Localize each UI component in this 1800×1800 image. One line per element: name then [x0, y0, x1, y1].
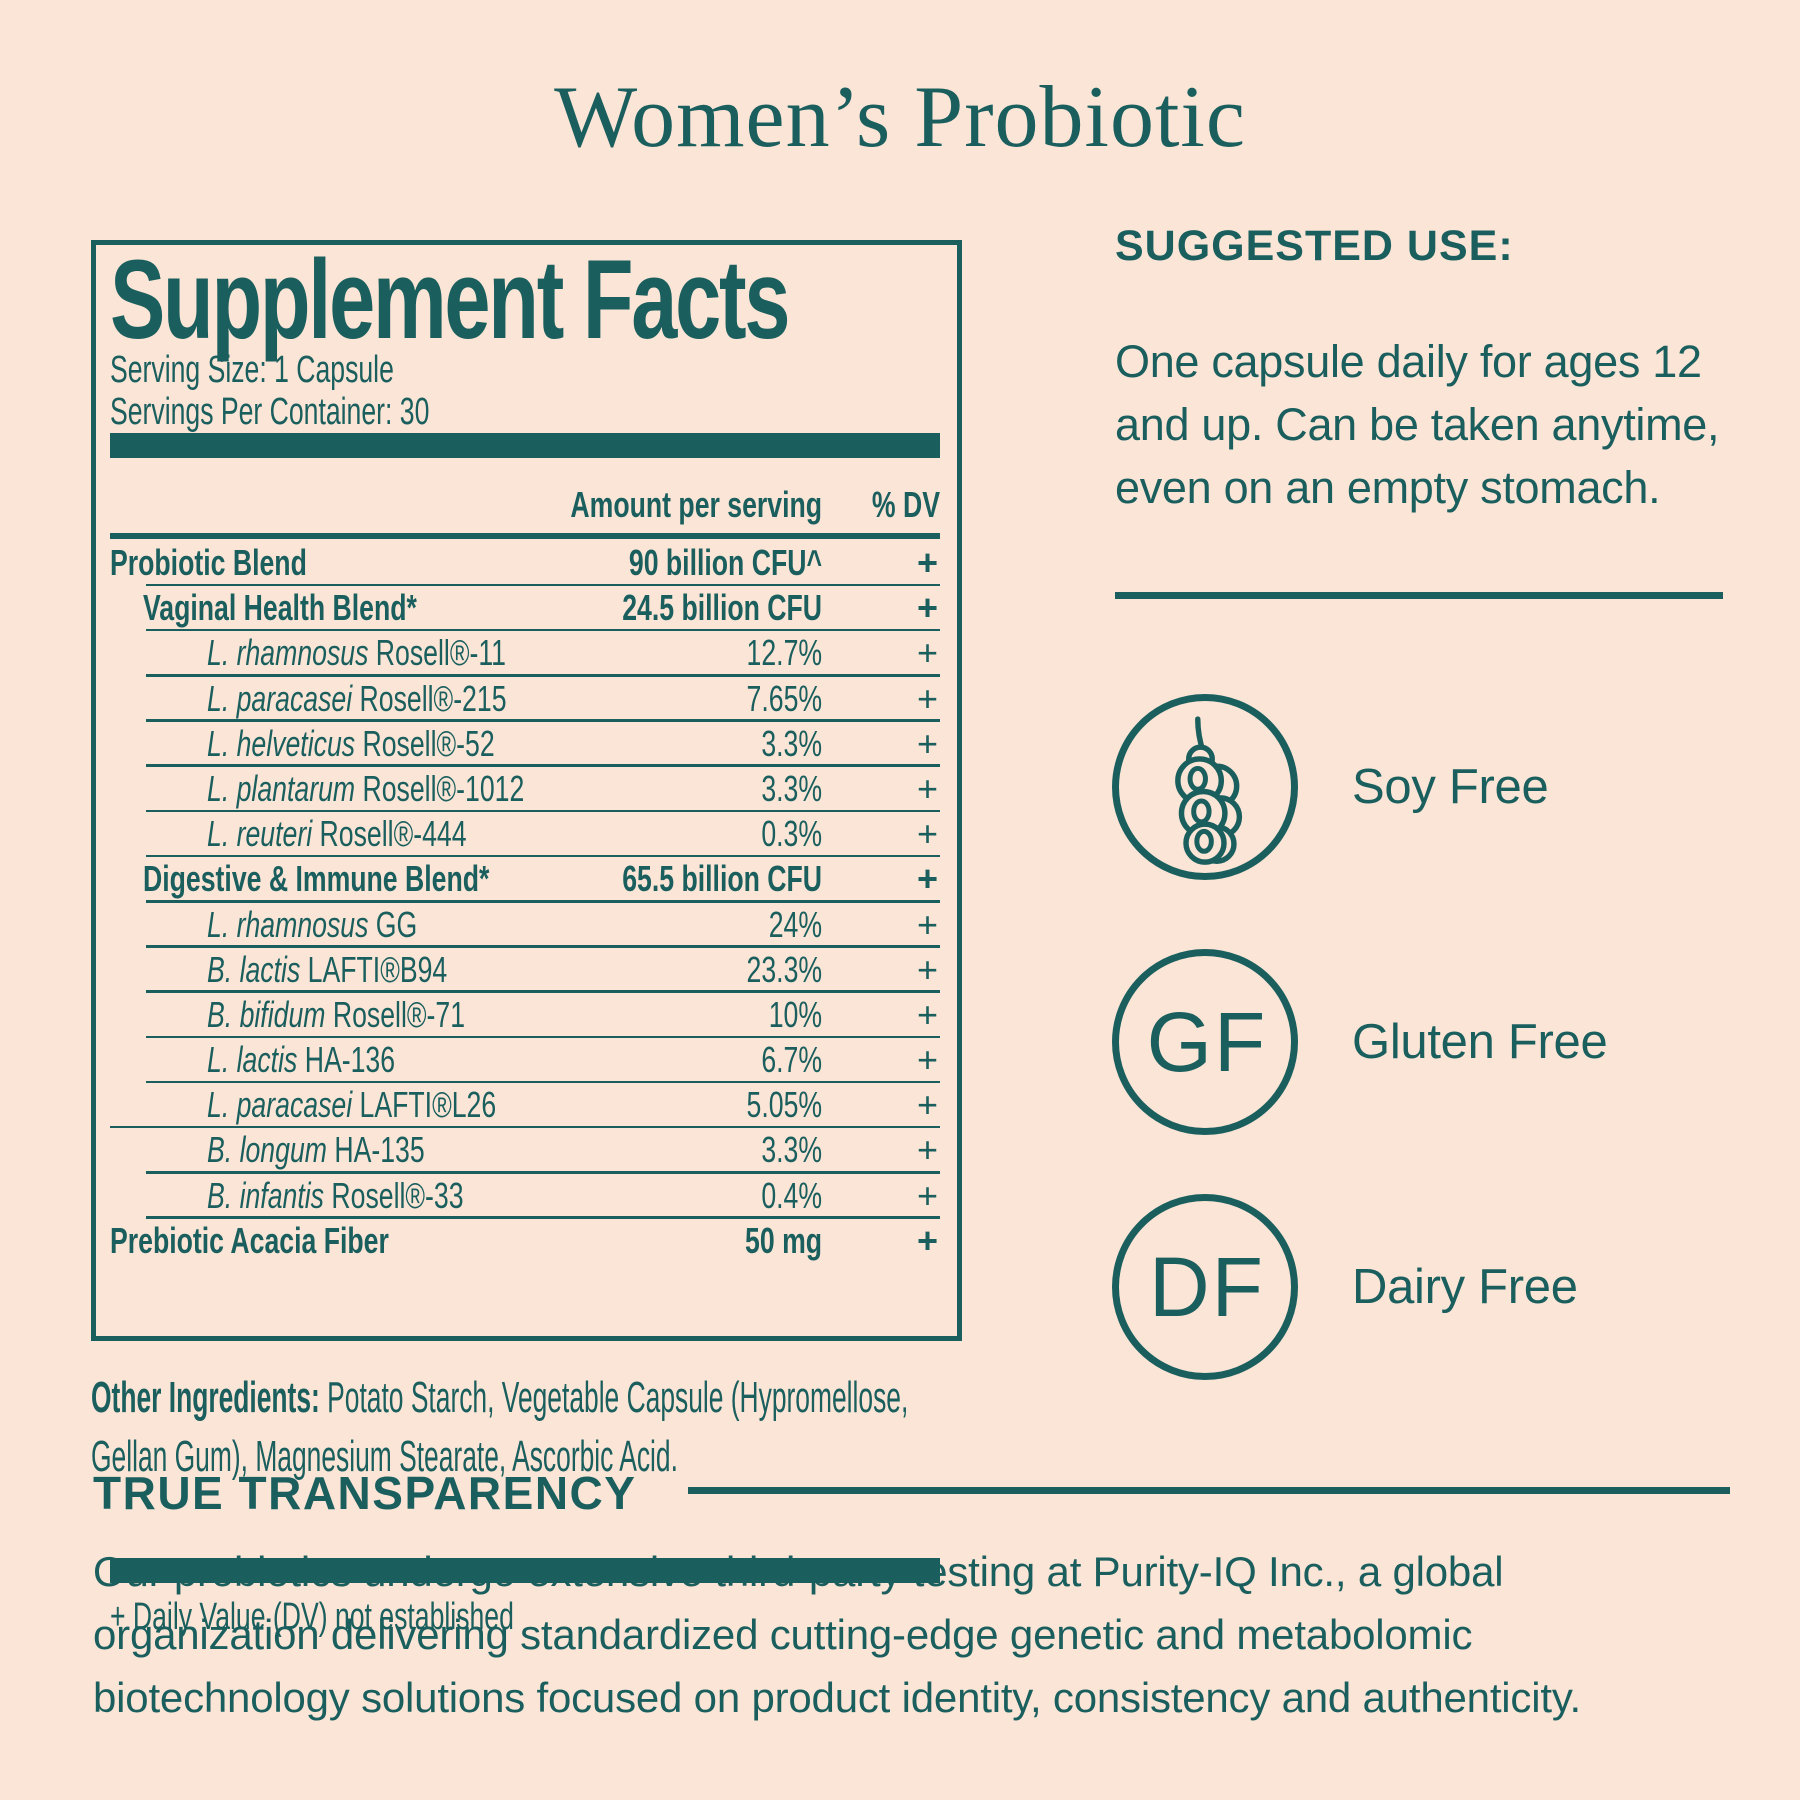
section-divider	[1115, 592, 1723, 599]
daily-value: +	[916, 587, 938, 629]
table-row: L. helveticus Rosell®-52 3.3% +	[110, 721, 940, 768]
ingredient-name: L. helveticus Rosell®-52	[207, 722, 495, 764]
amount-per-serving: 3.3%	[761, 767, 822, 809]
daily-value: +	[916, 542, 938, 583]
panel-title: Supplement Facts	[110, 237, 791, 362]
facts-rows: Probiotic Blend 90 billion CFU^ + Vaginal H…	[110, 540, 940, 1263]
other-ingredients: Other Ingredients: Potato Starch, Vegeta…	[91, 1368, 908, 1486]
ingredient-name: L. lactis HA-136	[207, 1039, 396, 1081]
column-header-amount: Amount per serving	[570, 484, 822, 525]
table-row: L. rhamnosus Rosell®-11 12.7% +	[110, 630, 940, 677]
daily-value: +	[916, 858, 938, 900]
ingredient-name: Probiotic Blend	[110, 542, 307, 583]
table-header: Amount per serving % DV	[110, 485, 940, 525]
daily-value: +	[916, 903, 938, 945]
other-ingredients-label: Other Ingredients:	[91, 1373, 320, 1422]
table-row: Vaginal Health Blend* 24.5 billion CFU +	[110, 585, 940, 632]
amount-per-serving: 5.05%	[746, 1084, 822, 1126]
daily-value: +	[916, 1129, 938, 1171]
transparency-divider	[688, 1487, 1730, 1494]
badge-label: Soy Free	[1352, 760, 1549, 814]
ingredient-name: L. rhamnosus GG	[207, 903, 418, 945]
table-row: L. plantarum Rosell®-1012 3.3% +	[110, 766, 940, 813]
amount-per-serving: 65.5 billion CFU	[622, 858, 822, 900]
amount-per-serving: 90 billion CFU^	[628, 542, 822, 583]
transparency-heading: TRUE TRANSPARENCY	[93, 1467, 637, 1519]
daily-value: +	[916, 948, 938, 990]
ingredient-name: B. bifidum Rosell®-71	[207, 993, 466, 1035]
amount-per-serving: 0.4%	[761, 1174, 822, 1216]
daily-value: +	[916, 1084, 938, 1126]
daily-value: +	[916, 677, 938, 719]
servings-per-container: Servings Per Container: 30	[110, 391, 430, 433]
daily-value: +	[916, 993, 938, 1035]
ingredient-name: B. lactis LAFTI®B94	[207, 948, 448, 990]
soybean-pod-icon	[1112, 694, 1298, 880]
serving-size: Serving Size: 1 Capsule	[110, 349, 394, 391]
table-row: L. lactis HA-136 6.7% +	[110, 1037, 940, 1084]
page-title: Women’s Probiotic	[554, 69, 1246, 166]
other-ingredients-line2: Gellan Gum), Magnesium Stearate, Ascorbi…	[91, 1432, 678, 1481]
daily-value: +	[916, 813, 938, 855]
daily-value: +	[916, 1174, 938, 1216]
amount-per-serving: 7.65%	[746, 677, 822, 719]
suggested-use-body: One capsule daily for ages 12 and up. Ca…	[1115, 336, 1720, 513]
ingredient-name: L. plantarum Rosell®-1012	[207, 767, 525, 809]
daily-value: +	[916, 722, 938, 764]
table-row: L. paracasei LAFTI®L26 5.05% +	[110, 1082, 940, 1129]
ingredient-name: L. paracasei Rosell®-215	[207, 677, 507, 719]
suggested-use-heading: SUGGESTED USE:	[1115, 222, 1514, 270]
amount-per-serving: 3.3%	[761, 1129, 822, 1171]
amount-per-serving: 50 mg	[745, 1219, 822, 1261]
df-monogram-icon: DF	[1112, 1194, 1298, 1380]
ingredient-name: Prebiotic Acacia Fiber	[110, 1219, 389, 1261]
table-row: Digestive & Immune Blend* 65.5 billion CF…	[110, 856, 940, 903]
gf-monogram-text: GF	[1146, 994, 1268, 1089]
other-ingredients-line1: Potato Starch, Vegetable Capsule (Hyprom…	[319, 1373, 909, 1422]
ingredient-name: L. paracasei LAFTI®L26	[207, 1084, 497, 1126]
table-row: L. reuteri Rosell®-444 0.3% +	[110, 811, 940, 858]
ingredient-name: L. rhamnosus Rosell®-11	[207, 632, 506, 674]
table-row: B. infantis Rosell®-33 0.4% +	[110, 1173, 940, 1220]
amount-per-serving: 23.3%	[746, 948, 822, 990]
table-row: Prebiotic Acacia Fiber 50 mg +	[110, 1218, 940, 1263]
amount-per-serving: 24%	[768, 903, 822, 945]
header-rule	[110, 533, 940, 539]
dv-footnote: + Daily Value (DV) not established	[110, 1596, 514, 1638]
ingredient-name: B. longum HA-135	[207, 1129, 425, 1171]
table-row: B. lactis LAFTI®B94 23.3% +	[110, 947, 940, 994]
table-row: B. longum HA-135 3.3% +	[110, 1127, 940, 1174]
daily-value: +	[916, 632, 938, 674]
amount-per-serving: 6.7%	[761, 1039, 822, 1081]
column-header-dv: % DV	[871, 484, 940, 525]
badge-label: Dairy Free	[1352, 1260, 1578, 1314]
transparency-body: Our probiotics undergo extensive third-p…	[93, 1548, 1581, 1721]
ingredient-name: Vaginal Health Blend*	[143, 587, 417, 629]
ingredient-name: L. reuteri Rosell®-444	[207, 813, 467, 855]
daily-value: +	[916, 767, 938, 809]
table-row: B. bifidum Rosell®-71 10% +	[110, 992, 940, 1039]
thick-rule-top	[110, 433, 940, 458]
gf-monogram-icon: GF	[1112, 949, 1298, 1135]
amount-per-serving: 10%	[768, 993, 822, 1035]
ingredient-name: B. infantis Rosell®-33	[207, 1174, 464, 1216]
amount-per-serving: 0.3%	[761, 813, 822, 855]
thick-rule-bottom	[110, 1558, 940, 1583]
amount-per-serving: 3.3%	[761, 722, 822, 764]
ingredient-name: Digestive & Immune Blend*	[143, 858, 490, 900]
supplement-facts-panel: Supplement Facts Serving Size: 1 Capsule…	[91, 240, 962, 1637]
table-row: L. paracasei Rosell®-215 7.65% +	[110, 676, 940, 722]
table-row: Probiotic Blend 90 billion CFU^ +	[110, 540, 940, 587]
table-row: L. rhamnosus GG 24% +	[110, 902, 940, 948]
daily-value: +	[916, 1039, 938, 1081]
amount-per-serving: 24.5 billion CFU	[622, 587, 822, 629]
amount-per-serving: 12.7%	[746, 632, 822, 674]
daily-value: +	[916, 1219, 938, 1261]
df-monogram-text: DF	[1149, 1239, 1265, 1334]
badge-label: Gluten Free	[1352, 1015, 1608, 1069]
